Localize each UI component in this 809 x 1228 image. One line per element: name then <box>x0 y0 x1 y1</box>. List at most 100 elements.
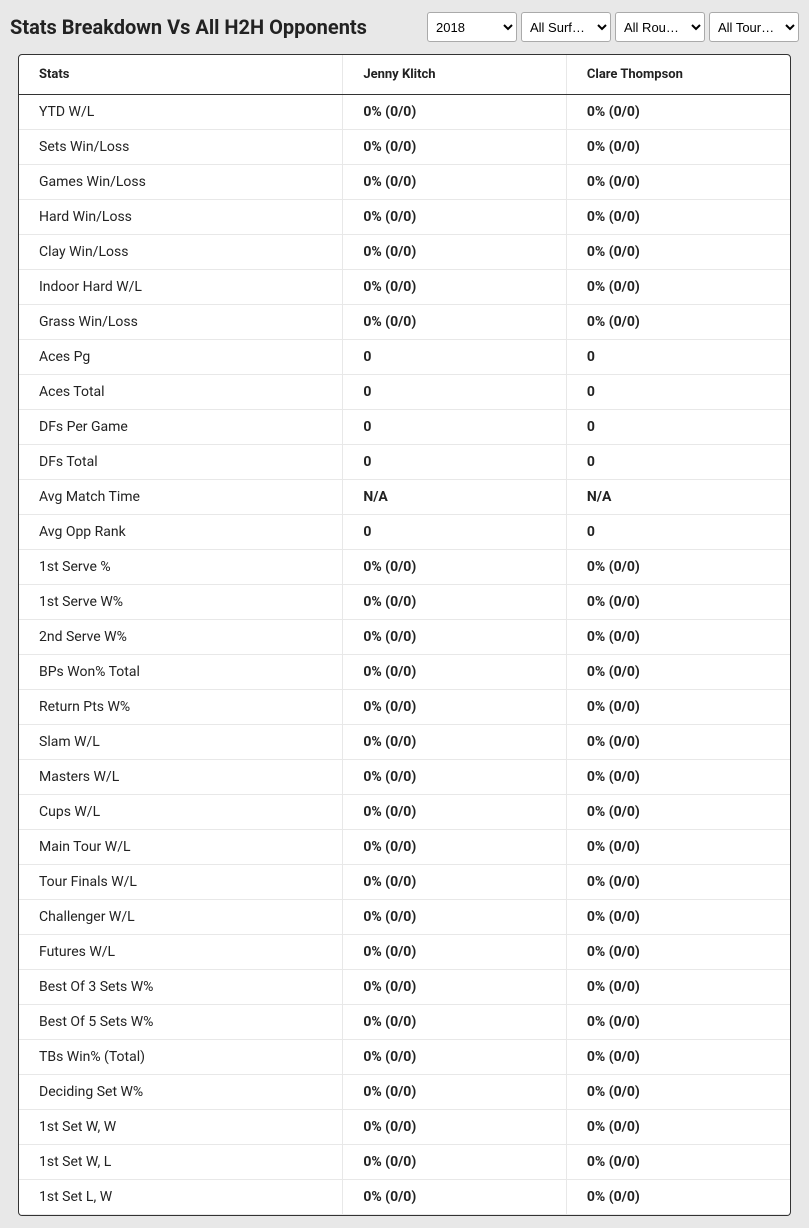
stat-value-player1: 0 <box>343 445 567 480</box>
stat-label-cell: Games Win/Loss <box>19 165 343 200</box>
stat-value-player1: 0% (0/0) <box>343 655 567 690</box>
stat-label-cell: 1st Set W, W <box>19 1110 343 1145</box>
stat-value-player1: 0 <box>343 410 567 445</box>
table-row: Slam W/L0% (0/0)0% (0/0) <box>19 725 790 760</box>
stat-label-cell: DFs Per Game <box>19 410 343 445</box>
stat-label-cell: Best Of 3 Sets W% <box>19 970 343 1005</box>
table-row: 1st Set L, W0% (0/0)0% (0/0) <box>19 1180 790 1215</box>
stat-value-player1: 0% (0/0) <box>343 1040 567 1075</box>
stat-label-cell: Sets Win/Loss <box>19 130 343 165</box>
stat-label-cell: Best Of 5 Sets W% <box>19 1005 343 1040</box>
stat-value-player1: 0% (0/0) <box>343 165 567 200</box>
stat-value-player2: 0% (0/0) <box>566 305 790 340</box>
tour-select[interactable]: All Tour… <box>709 12 799 42</box>
stat-value-player1: 0% (0/0) <box>343 830 567 865</box>
stat-value-player2: 0% (0/0) <box>566 1005 790 1040</box>
stat-label-cell: YTD W/L <box>19 95 343 130</box>
table-row: DFs Per Game00 <box>19 410 790 445</box>
stat-value-player1: 0% (0/0) <box>343 270 567 305</box>
stat-value-player2: 0% (0/0) <box>566 1040 790 1075</box>
table-row: Masters W/L0% (0/0)0% (0/0) <box>19 760 790 795</box>
stat-value-player1: 0% (0/0) <box>343 1005 567 1040</box>
stat-value-player2: 0% (0/0) <box>566 1145 790 1180</box>
stat-value-player1: 0% (0/0) <box>343 690 567 725</box>
stat-value-player2: 0% (0/0) <box>566 1180 790 1215</box>
stat-label-cell: BPs Won% Total <box>19 655 343 690</box>
stat-value-player2: 0 <box>566 515 790 550</box>
page-title: Stats Breakdown Vs All H2H Opponents <box>10 15 367 39</box>
stat-value-player2: 0 <box>566 375 790 410</box>
table-row: 2nd Serve W%0% (0/0)0% (0/0) <box>19 620 790 655</box>
filters-container: 2018 All Surf… All Rou… All Tour… <box>427 12 799 42</box>
table-row: Avg Match TimeN/AN/A <box>19 480 790 515</box>
table-row: Tour Finals W/L0% (0/0)0% (0/0) <box>19 865 790 900</box>
table-row: Hard Win/Loss0% (0/0)0% (0/0) <box>19 200 790 235</box>
stat-label-cell: Clay Win/Loss <box>19 235 343 270</box>
stat-value-player2: 0% (0/0) <box>566 865 790 900</box>
stat-value-player1: 0% (0/0) <box>343 795 567 830</box>
stat-value-player1: 0% (0/0) <box>343 760 567 795</box>
stat-label-cell: Main Tour W/L <box>19 830 343 865</box>
table-row: TBs Win% (Total)0% (0/0)0% (0/0) <box>19 1040 790 1075</box>
stat-value-player1: 0% (0/0) <box>343 1110 567 1145</box>
stat-label-cell: Futures W/L <box>19 935 343 970</box>
stat-value-player1: 0 <box>343 375 567 410</box>
stat-value-player1: 0% (0/0) <box>343 935 567 970</box>
stat-label-cell: Avg Opp Rank <box>19 515 343 550</box>
stat-label-cell: 2nd Serve W% <box>19 620 343 655</box>
stat-value-player1: 0% (0/0) <box>343 620 567 655</box>
stat-label-cell: 1st Set W, L <box>19 1145 343 1180</box>
stat-value-player2: 0% (0/0) <box>566 935 790 970</box>
stat-label-cell: DFs Total <box>19 445 343 480</box>
table-row: Best Of 3 Sets W%0% (0/0)0% (0/0) <box>19 970 790 1005</box>
table-header-row: Stats Jenny Klitch Clare Thompson <box>19 55 790 95</box>
stats-table: Stats Jenny Klitch Clare Thompson YTD W/… <box>19 55 790 1215</box>
table-row: BPs Won% Total0% (0/0)0% (0/0) <box>19 655 790 690</box>
table-row: Return Pts W%0% (0/0)0% (0/0) <box>19 690 790 725</box>
stat-value-player1: 0% (0/0) <box>343 865 567 900</box>
round-select[interactable]: All Rou… <box>615 12 705 42</box>
stat-value-player2: 0% (0/0) <box>566 235 790 270</box>
table-row: Sets Win/Loss0% (0/0)0% (0/0) <box>19 130 790 165</box>
stat-label-cell: 1st Serve % <box>19 550 343 585</box>
stat-value-player1: 0% (0/0) <box>343 95 567 130</box>
stat-label-cell: Challenger W/L <box>19 900 343 935</box>
year-select[interactable]: 2018 <box>427 12 517 42</box>
table-row: Challenger W/L0% (0/0)0% (0/0) <box>19 900 790 935</box>
stat-value-player2: 0% (0/0) <box>566 655 790 690</box>
table-row: YTD W/L0% (0/0)0% (0/0) <box>19 95 790 130</box>
stat-label-cell: Indoor Hard W/L <box>19 270 343 305</box>
stat-value-player2: 0% (0/0) <box>566 620 790 655</box>
surface-select[interactable]: All Surf… <box>521 12 611 42</box>
stat-value-player1: 0% (0/0) <box>343 1075 567 1110</box>
stat-value-player1: 0 <box>343 340 567 375</box>
stat-label-cell: Tour Finals W/L <box>19 865 343 900</box>
stat-label-cell: Aces Pg <box>19 340 343 375</box>
column-header-player2: Clare Thompson <box>566 55 790 95</box>
stat-value-player2: 0% (0/0) <box>566 165 790 200</box>
stat-value-player1: 0% (0/0) <box>343 1180 567 1215</box>
page-header: Stats Breakdown Vs All H2H Opponents 201… <box>0 0 809 54</box>
table-row: Futures W/L0% (0/0)0% (0/0) <box>19 935 790 970</box>
table-row: 1st Serve W%0% (0/0)0% (0/0) <box>19 585 790 620</box>
stat-value-player2: 0% (0/0) <box>566 200 790 235</box>
table-row: Indoor Hard W/L0% (0/0)0% (0/0) <box>19 270 790 305</box>
column-header-player1: Jenny Klitch <box>343 55 567 95</box>
stat-label-cell: Grass Win/Loss <box>19 305 343 340</box>
stat-label-cell: Return Pts W% <box>19 690 343 725</box>
table-row: Games Win/Loss0% (0/0)0% (0/0) <box>19 165 790 200</box>
stat-value-player2: 0 <box>566 340 790 375</box>
stat-value-player1: 0% (0/0) <box>343 900 567 935</box>
stat-value-player2: 0% (0/0) <box>566 550 790 585</box>
stat-value-player2: 0% (0/0) <box>566 130 790 165</box>
stat-label-cell: Hard Win/Loss <box>19 200 343 235</box>
stat-label-cell: Cups W/L <box>19 795 343 830</box>
stat-label-cell: TBs Win% (Total) <box>19 1040 343 1075</box>
stat-label-cell: Deciding Set W% <box>19 1075 343 1110</box>
stat-value-player2: 0% (0/0) <box>566 1075 790 1110</box>
stat-value-player2: 0% (0/0) <box>566 725 790 760</box>
stat-value-player2: 0% (0/0) <box>566 1110 790 1145</box>
table-row: Avg Opp Rank00 <box>19 515 790 550</box>
stat-value-player2: 0% (0/0) <box>566 795 790 830</box>
table-row: Best Of 5 Sets W%0% (0/0)0% (0/0) <box>19 1005 790 1040</box>
